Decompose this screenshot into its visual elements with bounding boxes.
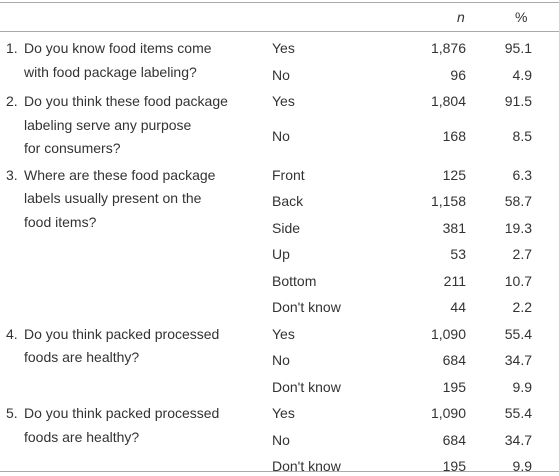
answer-label: Side: [272, 219, 301, 236]
answer-label: Yes: [272, 93, 295, 109]
answer-n: 381: [442, 219, 466, 236]
answer-percent: 9.9: [512, 378, 532, 395]
question-text: foods are healthy?: [24, 428, 140, 445]
question-text: with food package labeling?: [24, 63, 197, 80]
answer-n: 125: [442, 166, 466, 183]
question-number: 2.: [6, 93, 18, 109]
answer-percent: 55.4: [504, 325, 532, 342]
answer-label: Yes: [272, 405, 295, 421]
answer-percent: 6.3: [512, 166, 532, 183]
question-text: Do you think these food package: [24, 93, 228, 109]
answer-percent: 95.1: [504, 40, 532, 56]
answer-n: 168: [442, 128, 466, 144]
answer-percent: 58.7: [504, 193, 532, 209]
question-text: food items?: [24, 213, 97, 230]
top-rule: [0, 2, 559, 3]
question-text: Do you think packed processed: [24, 405, 220, 421]
answer-label: No: [272, 128, 290, 144]
answer-percent: 34.7: [504, 352, 532, 368]
answer-label: Don't know: [272, 378, 341, 395]
answer-n: 211: [443, 272, 466, 289]
answer-n: 1,090: [430, 325, 466, 342]
answer-label: Yes: [272, 40, 295, 56]
answer-n: 1,804: [430, 93, 466, 109]
answer-percent: 91.5: [504, 93, 532, 109]
answer-percent: 2.2: [512, 299, 532, 315]
question-number: 4.: [6, 325, 18, 342]
header-n: n: [457, 9, 465, 25]
question-text: for consumers?: [24, 140, 121, 156]
answer-n: 684: [442, 431, 466, 448]
answer-label: Bottom: [272, 272, 317, 289]
answer-label: Back: [272, 193, 304, 209]
answer-percent: 8.5: [512, 128, 532, 144]
question-text: foods are healthy?: [24, 349, 140, 365]
answer-n: 195: [442, 458, 466, 474]
answer-label: Up: [272, 246, 290, 262]
answer-n: 1,158: [430, 193, 466, 209]
question-text: Do you think packed processed: [24, 325, 220, 342]
answer-n: 684: [442, 352, 466, 368]
answer-percent: 55.4: [504, 405, 532, 421]
question-text: Where are these food package: [24, 166, 216, 183]
answer-percent: 2.7: [512, 246, 532, 262]
answer-label: No: [272, 66, 290, 83]
answer-label: No: [272, 431, 290, 448]
answer-n: 1,090: [430, 405, 466, 421]
answer-label: Don't know: [272, 299, 341, 315]
question-text: labels usually present on the: [24, 190, 202, 206]
answer-n: 1,876: [430, 40, 466, 56]
answer-label: Yes: [272, 325, 295, 342]
question-number: 3.: [6, 166, 18, 183]
header-percent: %: [515, 9, 528, 25]
answer-percent: 9.9: [512, 458, 532, 474]
answer-n: 53: [450, 246, 466, 262]
question-number: 1.: [6, 40, 18, 56]
answer-label: No: [272, 352, 290, 368]
answer-n: 44: [450, 299, 466, 315]
answer-percent: 4.9: [512, 66, 532, 83]
question-text: Do you know food items come: [24, 40, 212, 56]
answer-label: Don't know: [272, 458, 341, 474]
answer-label: Front: [272, 166, 305, 183]
question-number: 5.: [6, 405, 18, 421]
answer-n: 195: [442, 378, 466, 395]
header-rule: [0, 31, 559, 32]
answer-n: 96: [450, 66, 466, 83]
question-text: labeling serve any purpose: [24, 116, 192, 133]
answer-percent: 10.7: [504, 272, 532, 289]
bottom-rule: [0, 471, 559, 472]
answer-percent: 34.7: [504, 431, 532, 448]
answer-percent: 19.3: [504, 219, 532, 236]
